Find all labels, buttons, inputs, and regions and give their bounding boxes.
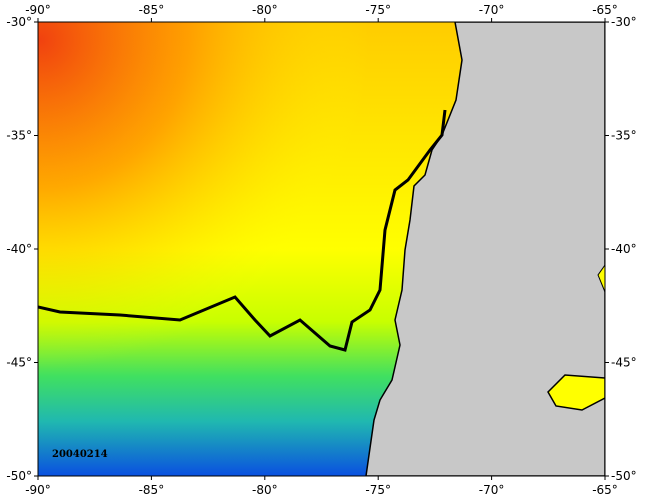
lat-label: -45° <box>6 356 32 370</box>
lon-label: -90° <box>25 3 51 17</box>
lat-label: -35° <box>6 129 32 143</box>
isotherm-contour <box>38 109 447 352</box>
map-field <box>38 22 605 476</box>
lon-label: -75° <box>365 483 391 497</box>
lon-label: -80° <box>252 483 278 497</box>
lon-label: -85° <box>139 3 165 17</box>
date-label: 20040214 <box>52 449 108 460</box>
atlantic-sea <box>547 374 605 411</box>
lon-label: -65° <box>592 3 618 17</box>
lon-label: -70° <box>479 3 505 17</box>
lat-label: -50° <box>611 469 637 483</box>
lat-label: -30° <box>611 15 637 29</box>
lon-label: -90° <box>25 483 51 497</box>
atlantic-sea <box>597 264 605 293</box>
lon-label: -75° <box>365 3 391 17</box>
lon-label: -70° <box>479 483 505 497</box>
lat-label: -40° <box>6 242 32 256</box>
lat-label: -30° <box>6 15 32 29</box>
lat-label: -50° <box>6 469 32 483</box>
lat-label: -45° <box>611 356 637 370</box>
lon-label: -80° <box>252 3 278 17</box>
lon-label: -65° <box>592 483 618 497</box>
lon-label: -85° <box>139 483 165 497</box>
lat-label: -40° <box>611 242 637 256</box>
lat-label: -35° <box>611 129 637 143</box>
